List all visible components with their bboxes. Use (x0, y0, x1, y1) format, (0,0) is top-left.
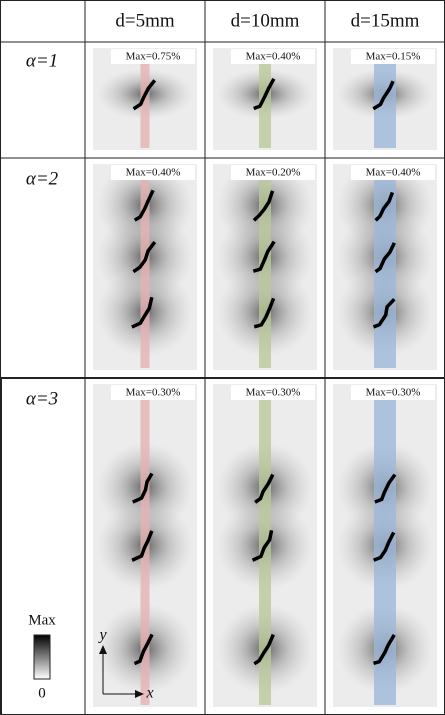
strain-map: Max=0.75% (93, 48, 197, 150)
strain-map: Max=0.40% (213, 48, 317, 150)
max-label: Max=0.75% (126, 51, 181, 63)
fiber-strip (374, 388, 396, 705)
max-label: Max=0.40% (366, 167, 421, 179)
colorbar-gradient (34, 635, 50, 679)
column-header: d=15mm (351, 10, 420, 31)
figure-table: Max=0.75% Max=0.40% Max=0.15% Max=0.40% Max=… (0, 0, 445, 715)
strain-map: Max=0.30% (93, 384, 197, 707)
page: {"table": { "header": ["d=5mm", "d=10mm"… (0, 0, 445, 715)
row-label: α=1 (26, 50, 58, 71)
strain-map: Max=0.20% (213, 160, 317, 370)
fiber-strip (374, 168, 396, 368)
max-label: Max=0.20% (246, 167, 301, 179)
colorbar-max: Max (28, 612, 56, 628)
strain-map: Max=0.15% (333, 48, 437, 150)
max-label: Max=0.30% (246, 387, 301, 399)
max-label: Max=0.30% (366, 387, 421, 399)
strain-map: Max=0.30% (333, 384, 437, 707)
max-label: Max=0.30% (126, 387, 181, 399)
max-label: Max=0.15% (366, 51, 421, 63)
strain-map: Max=0.30% (213, 384, 317, 707)
column-header: d=10mm (231, 10, 300, 31)
axis-label-x: x (145, 685, 153, 702)
row-label: α=3 (26, 388, 58, 409)
axis-label-y: y (97, 627, 107, 644)
colorbar-min: 0 (38, 685, 46, 701)
colorbar: Max 0 (28, 612, 56, 701)
fiber-strip (374, 52, 396, 148)
max-label: Max=0.40% (246, 51, 301, 63)
row-label: α=2 (26, 168, 59, 189)
fiber-strip (259, 52, 271, 148)
strain-map: Max=0.40% (333, 160, 437, 370)
strain-map: Max=0.40% (93, 160, 197, 370)
column-header: d=5mm (115, 10, 174, 31)
max-label: Max=0.40% (126, 167, 181, 179)
